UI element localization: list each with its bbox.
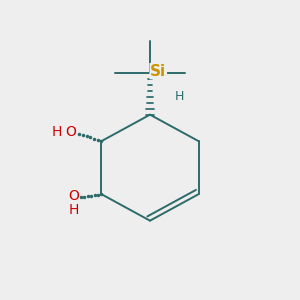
Text: H: H (175, 91, 184, 103)
Text: O: O (66, 125, 76, 139)
Text: O: O (68, 189, 79, 202)
Text: H: H (68, 203, 79, 218)
Text: H: H (52, 125, 62, 139)
Text: Si: Si (150, 64, 166, 79)
